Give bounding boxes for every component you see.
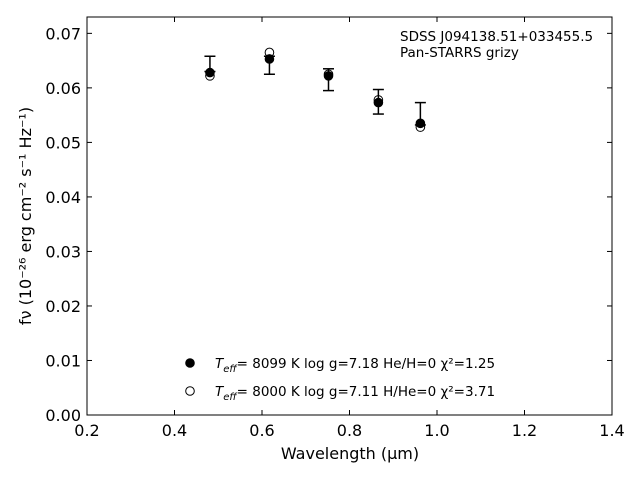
y-tick-label: 0.01: [45, 351, 81, 370]
y-tick-label: 0.05: [45, 133, 81, 152]
x-axis-label: Wavelength (μm): [281, 444, 419, 463]
data-point-open: [373, 95, 384, 105]
y-tick-label: 0.04: [45, 188, 81, 207]
y-axis-label: fν (10⁻²⁶ erg cm⁻² s⁻¹ Hz⁻¹): [16, 107, 35, 325]
y-tick-label: 0.07: [45, 24, 81, 43]
x-tick-label: 0.2: [74, 421, 99, 440]
data-point-filled: [373, 97, 384, 108]
axes: 0.2 0.4 0.6 0.8 1.0 1.2 1.4 0.00 0.01 0.02 0.03 0.0…: [45, 16, 625, 440]
data-point-filled: [264, 54, 275, 64]
x-tick-label: 0.4: [162, 421, 187, 440]
annotation-object-name: SDSS J094138.51+033455.5: [400, 29, 593, 45]
legend-marker-open: [185, 386, 195, 396]
x-tick-label: 0.6: [249, 421, 274, 440]
data-point-filled: [205, 67, 215, 78]
plot-area: [204, 47, 426, 132]
x-tick-label: 1.0: [424, 421, 449, 440]
y-tick-label: 0.00: [45, 406, 81, 425]
data-point-open: [264, 47, 275, 58]
data-point-open: [323, 69, 334, 80]
legend-marker-filled: [185, 358, 195, 368]
legend-entry-label: Teff= 8000 K log g=7.11 H/He=0 χ²=3.71: [215, 384, 495, 403]
x-tick-label: 1.2: [512, 421, 537, 440]
y-tick-label: 0.03: [45, 242, 81, 261]
y-tick-label: 0.06: [45, 79, 81, 98]
x-tick-label: 1.4: [599, 421, 624, 440]
data-point-open: [205, 71, 215, 81]
legend-entry-label: Teff= 8099 K log g=7.18 He/H=0 χ²=1.25: [215, 356, 495, 375]
annotation-survey-name: Pan-STARRS grizy: [400, 45, 519, 61]
y-tick-label: 0.02: [45, 297, 81, 316]
legend: Teff= 8099 K log g=7.18 He/H=0 χ²=1.25 Te…: [185, 356, 495, 403]
x-tick-label: 0.8: [337, 421, 362, 440]
data-point-open: [415, 122, 426, 132]
